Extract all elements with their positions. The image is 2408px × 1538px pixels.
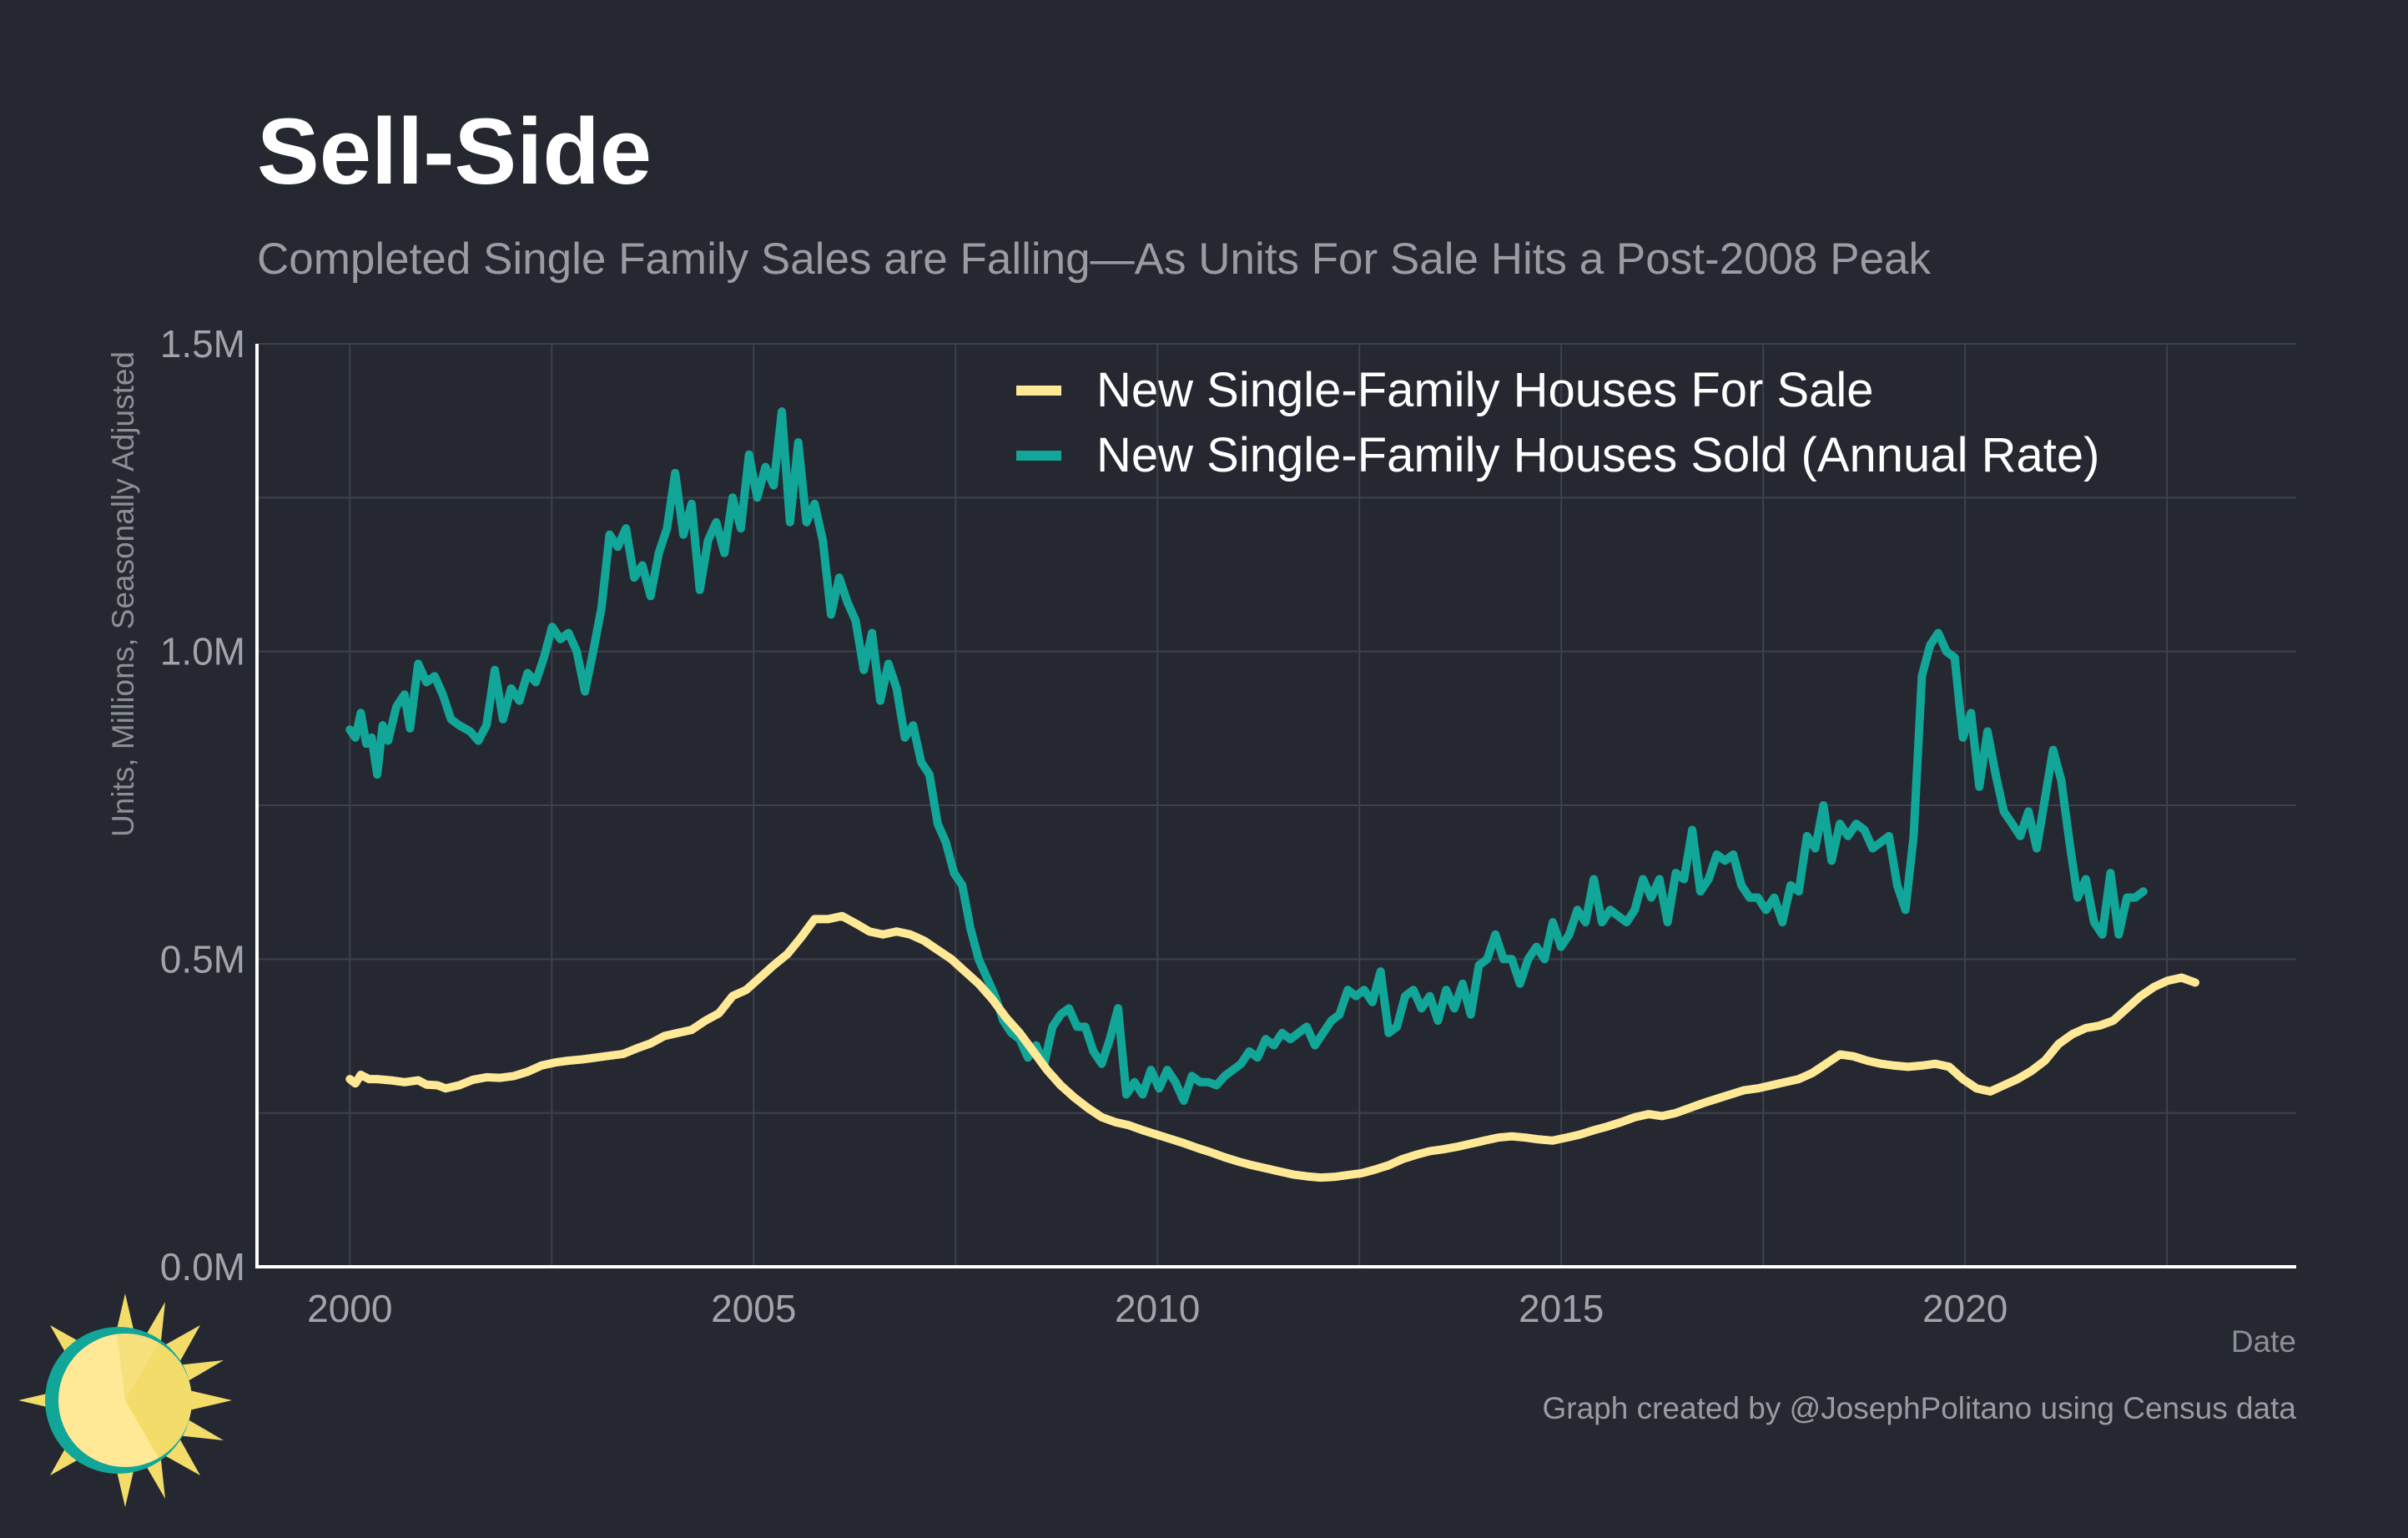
legend: New Single-Family Houses For Sale New Sin… [1016, 363, 2099, 482]
tick-labels: 0.0M 0.5M 1.0M 1.5M 2000 2005 2010 2015 2020 [160, 322, 2008, 1330]
x-axis-title: Date [2231, 1324, 2296, 1359]
x-tick-label: 2020 [1922, 1287, 2008, 1330]
series-line-for-sale [345, 911, 2199, 1182]
axes [255, 344, 2296, 1268]
legend-label: New Single-Family Houses For Sale [1096, 363, 1874, 417]
caption: Graph created by @JosephPolitano using C… [1542, 1391, 2296, 1425]
chart-title: Sell-Side [257, 99, 652, 204]
series-layer [345, 407, 2199, 1182]
legend-label: New Single-Family Houses Sold (Annual Ra… [1096, 428, 2099, 482]
y-axis-title: Units, Millions, Seasonally Adjusted [106, 351, 140, 837]
sun-logo-icon [18, 1293, 232, 1507]
grid [257, 343, 2296, 1268]
series-line-sold [345, 407, 2148, 1105]
y-tick-label: 1.0M [160, 630, 245, 673]
x-tick-label: 2000 [307, 1287, 392, 1330]
y-tick-label: 0.5M [160, 937, 245, 981]
y-tick-label: 0.0M [160, 1245, 245, 1288]
y-tick-label: 1.5M [160, 322, 245, 366]
x-tick-label: 2010 [1115, 1287, 1200, 1330]
x-tick-label: 2005 [711, 1287, 796, 1330]
x-tick-label: 2015 [1519, 1287, 1604, 1330]
chart-subtitle: Completed Single Family Sales are Fallin… [257, 234, 1932, 284]
